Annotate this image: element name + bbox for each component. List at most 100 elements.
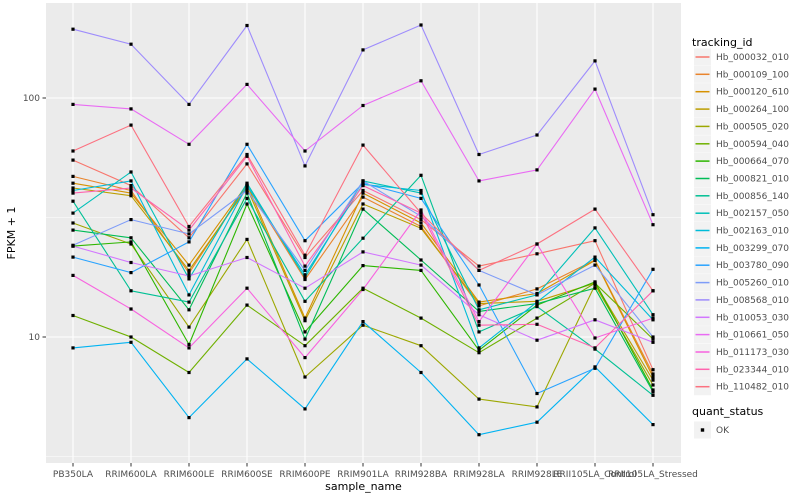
data-point-Hb_110482_010 [419,211,423,215]
data-point-Hb_010053_030 [651,340,655,344]
data-point-Hb_000109_100 [129,188,133,193]
data-point-Hb_002163_010 [129,179,133,183]
data-point-Hb_002157_050 [71,211,75,215]
data-point-Hb_000032_010 [535,252,539,256]
legend-label-quant-status: OK [716,426,730,436]
legend-label-Hb_000821_010: Hb_000821_010 [716,175,789,185]
data-point-Hb_000821_010 [593,286,597,290]
y-tick-label: 100 [23,94,40,104]
legend-label-Hb_000109_100: Hb_000109_100 [716,70,789,80]
y-tick-label: 10 [29,333,41,343]
data-point-Hb_000664_070 [593,280,597,284]
data-point-Hb_023344_010 [593,346,597,350]
legend-title-tracking-id: tracking_id [692,36,753,49]
data-point-Hb_002163_010 [245,184,249,188]
data-point-Hb_003780_090 [129,271,133,275]
legend-label-Hb_000264_100: Hb_000264_100 [716,105,789,115]
data-point-Hb_000821_010 [419,258,423,262]
data-point-Hb_000856_140 [187,300,191,304]
data-point-Hb_110482_010 [535,242,539,246]
data-point-Hb_005260_010 [651,335,655,339]
data-point-Hb_011173_030 [651,316,655,320]
data-point-Hb_003780_090 [419,196,423,200]
data-point-Hb_023344_010 [187,228,191,232]
x-tick-label: RRIM600PE [279,470,331,480]
data-point-Hb_002157_050 [477,308,481,312]
x-tick-label: PB350LA [53,470,94,480]
data-point-Hb_000264_100 [71,186,75,190]
data-point-Hb_002157_050 [419,191,423,195]
data-point-Hb_002163_010 [477,346,481,350]
data-point-Hb_003299_070 [71,346,75,350]
data-point-Hb_000264_100 [129,194,133,198]
data-point-Hb_011173_030 [419,208,423,212]
data-point-Hb_000505_020 [361,323,365,327]
data-point-Hb_003299_070 [651,423,655,427]
data-point-Hb_010661_050 [477,179,481,183]
legend-title-quant-status: quant_status [692,405,764,418]
data-point-Hb_002157_050 [245,181,249,185]
data-point-Hb_003299_070 [535,420,539,424]
data-point-Hb_003780_090 [361,181,365,185]
data-point-Hb_010661_050 [129,107,133,111]
data-point-Hb_000264_100 [651,378,655,382]
data-point-Hb_000505_020 [651,383,655,387]
data-point-Hb_000109_100 [71,174,75,178]
legend-label-Hb_005260_010: Hb_005260_010 [716,279,789,289]
data-point-Hb_003299_070 [245,357,249,361]
data-point-Hb_000594_040 [303,344,307,348]
data-point-Hb_011173_030 [187,346,191,350]
data-point-Hb_010053_030 [187,274,191,278]
data-point-Hb_011173_030 [129,307,133,311]
data-point-Hb_000264_100 [245,186,249,190]
data-point-Hb_000856_140 [245,196,249,200]
data-point-Hb_008568_010 [419,23,423,27]
data-point-Hb_010661_050 [593,87,597,91]
data-point-Hb_000821_010 [303,337,307,341]
data-point-Hb_003780_090 [477,283,481,287]
x-tick-label: RRIM928LA [453,470,505,480]
legend-label-Hb_008568_010: Hb_008568_010 [716,296,789,306]
data-point-Hb_002157_050 [651,313,655,317]
data-point-Hb_005260_010 [419,214,423,218]
data-point-Hb_000664_070 [651,388,655,392]
data-point-Hb_023344_010 [535,322,539,326]
data-point-Hb_000594_040 [651,337,655,341]
data-point-Hb_000821_010 [651,390,655,394]
data-point-Hb_000594_040 [535,316,539,320]
data-point-Hb_010053_030 [593,318,597,322]
data-point-Hb_005260_010 [593,263,597,267]
data-point-Hb_023344_010 [245,154,249,158]
data-point-Hb_000264_100 [361,202,365,206]
data-point-Hb_000109_100 [419,224,423,229]
data-point-Hb_000821_010 [129,236,133,240]
data-point-Hb_000120_610 [71,181,75,185]
data-point-Hb_003299_070 [477,433,481,437]
data-point-Hb_010661_050 [187,142,191,146]
data-point-Hb_110482_010 [129,123,133,127]
data-point-Hb_000664_070 [245,202,249,206]
data-point-Hb_000264_100 [419,226,423,230]
data-point-Hb_010053_030 [535,338,539,342]
data-point-Hb_000821_010 [71,228,75,232]
data-point-Hb_010053_030 [303,286,307,290]
data-point-Hb_002157_050 [303,276,307,280]
data-point-Hb_000120_610 [361,191,365,195]
data-point-Hb_002157_050 [593,226,597,230]
data-point-Hb_000032_010 [419,218,423,222]
data-point-Hb_000120_610 [187,263,191,267]
data-point-Hb_000032_010 [593,239,597,243]
data-point-Hb_110482_010 [245,152,249,157]
data-point-Hb_000505_020 [535,405,539,409]
data-point-Hb_000594_040 [419,316,423,320]
data-point-Hb_008568_010 [245,23,249,28]
data-point-Hb_010053_030 [477,313,481,317]
data-point-Hb_008568_010 [593,59,597,63]
data-point-Hb_000120_610 [303,316,307,320]
x-tick-label: RRIM928BA [395,470,448,480]
legend-label-Hb_011173_030: Hb_011173_030 [716,348,789,358]
legend-label-Hb_023344_010: Hb_023344_010 [716,365,789,375]
x-tick-label: RRII105LA_Control [553,470,636,480]
data-point-Hb_000109_100 [187,271,191,275]
